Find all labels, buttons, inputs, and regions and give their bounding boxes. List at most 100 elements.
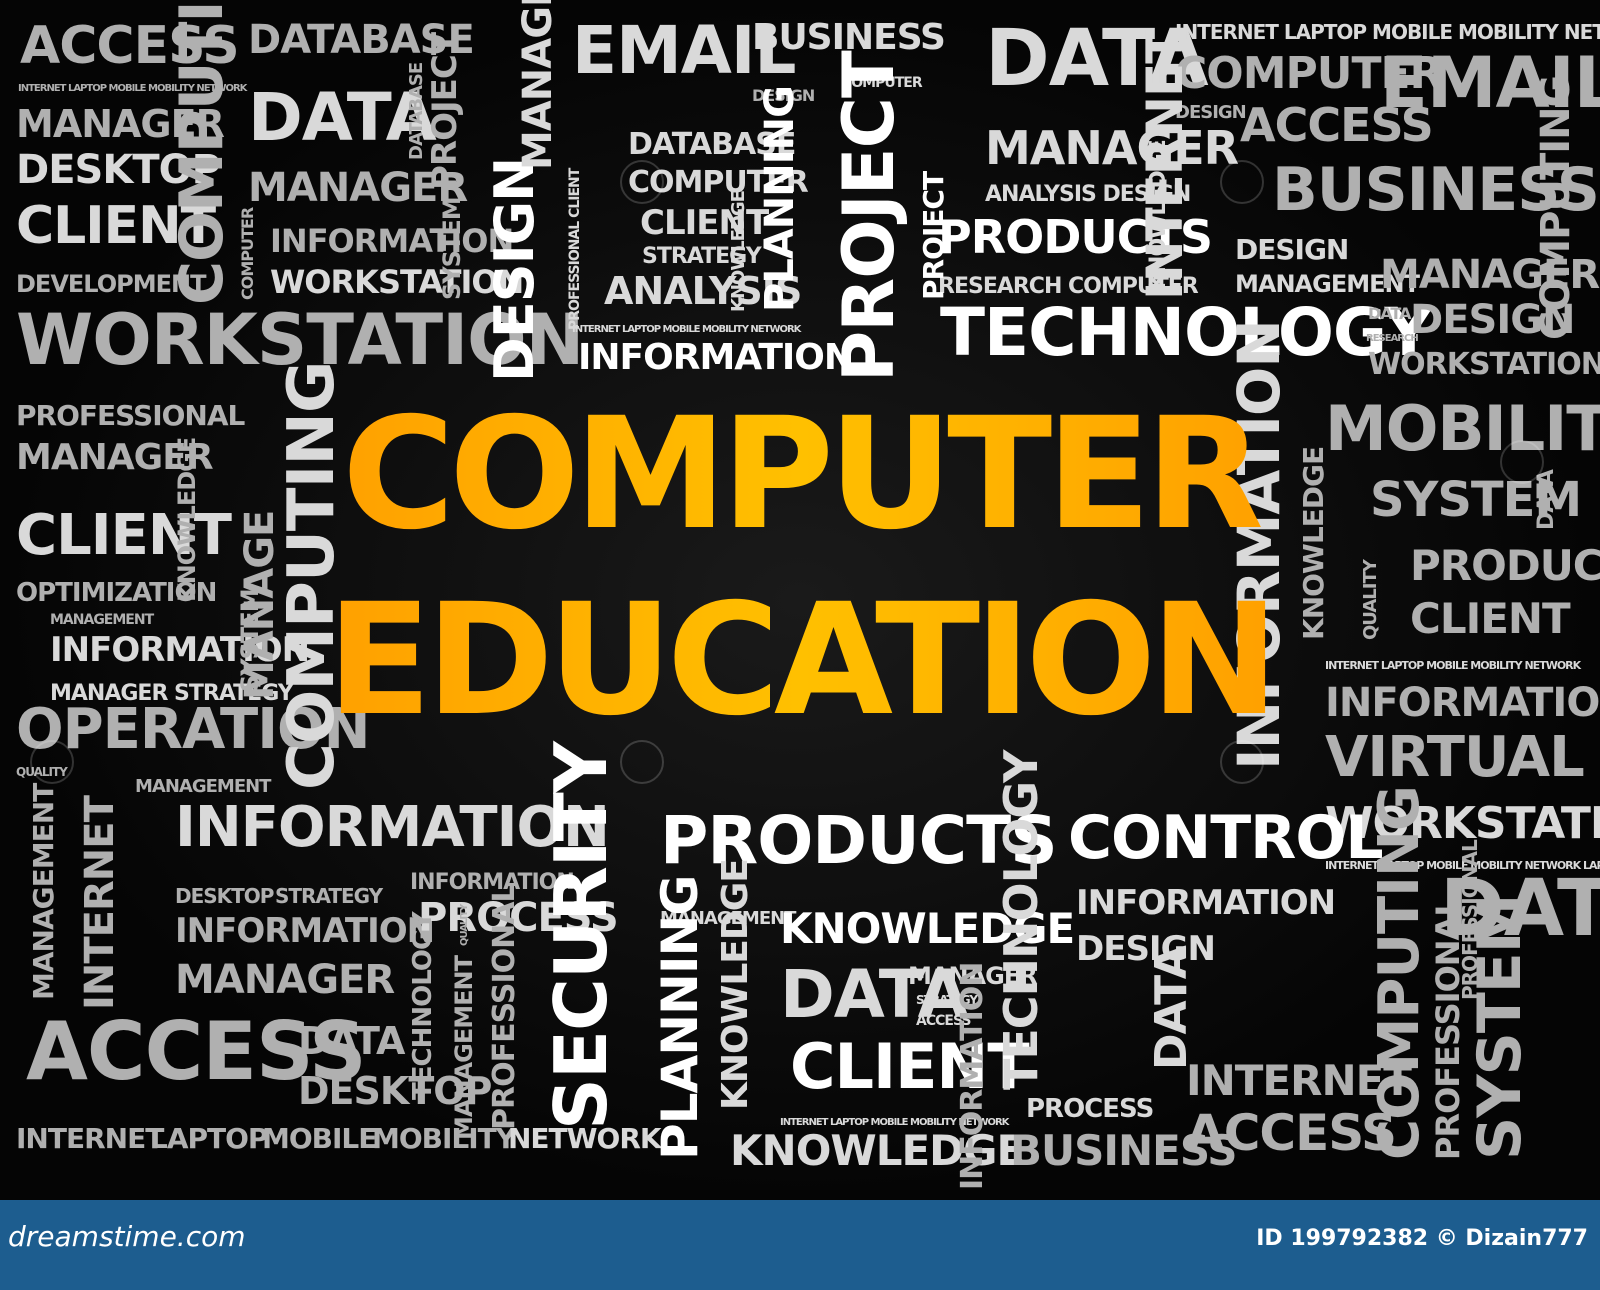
cloud-word: LAPTOP [150, 1122, 268, 1155]
cloud-word: ACCESS [20, 16, 240, 76]
cloud-word: DESIGN [483, 157, 546, 382]
footer-bar: dreamstime.com ID 199792382 © Dizain777 [0, 1200, 1600, 1290]
cloud-word: PROFESSIONAL CLIENT [567, 168, 583, 330]
cloud-word: DATA [248, 79, 437, 156]
cloud-word: ACCESS [1240, 98, 1434, 152]
cloud-word: BUSINESS [1010, 1126, 1237, 1175]
cloud-word: STRATEGY [916, 993, 978, 1007]
cloud-word: DESKTOP [16, 147, 221, 193]
cloud-word: DATA [1146, 946, 1197, 1070]
cloud-word: INTERNET LAPTOP MOBILE MOBILITY NETWORK [1175, 20, 1600, 44]
cloud-word: MANAGER [908, 962, 1038, 990]
cloud-word: CLIENT [1410, 598, 1571, 640]
watermark-icon [620, 740, 664, 784]
cloud-word: DESIGN [752, 86, 815, 105]
cloud-word: PLANNING [757, 86, 803, 312]
cloud-word: INFORMATION [1076, 883, 1336, 923]
cloud-word: DATABASE [248, 17, 475, 63]
cloud-word: ACCESS [916, 1013, 971, 1029]
cloud-word: DATA [1368, 304, 1411, 323]
cloud-word: INTERNET [1136, 30, 1194, 300]
cloud-word: PRODUCTS [938, 210, 1213, 264]
cloud-word: BUSINESS [1272, 155, 1600, 225]
cloud-word: INTERNET [1186, 1056, 1412, 1105]
cloud-word: PRODUCTS [1410, 541, 1600, 590]
watermark-icon [620, 160, 664, 204]
cloud-word: PROFESSIONAL [1458, 840, 1482, 1000]
watermark-icon [1500, 440, 1544, 484]
cloud-word: TECHNOLOGY [940, 294, 1432, 371]
cloud-word: MOBILE [262, 1122, 377, 1155]
cloud-word: PROJECT [828, 51, 910, 382]
cloud-word: PRODUCTS [660, 802, 1058, 879]
cloud-word: RESEARCH COMPUTER [938, 274, 1199, 299]
cloud-word: COMPUTER [842, 75, 923, 91]
cloud-word: MANAGEMENT [50, 613, 154, 627]
watermark-icon [1220, 160, 1264, 204]
cloud-word: MANAGER [175, 957, 395, 1003]
cloud-word: CONTROL [1068, 803, 1384, 873]
cloud-word: DEVELOPMENT [16, 270, 206, 298]
cloud-word: DESIGN [1175, 102, 1247, 123]
cloud-word: MANAGER STRATEGY [50, 683, 294, 705]
cloud-word: DATA [985, 14, 1209, 104]
image-id-credit: ID 199792382 © Dizain777 [1256, 1226, 1588, 1251]
cloud-word: MANAGER [1380, 252, 1600, 298]
cloud-word: ACCESS [1186, 1104, 1397, 1162]
cloud-word: DATABASE [406, 62, 427, 160]
cloud-word: MANAGEMENT [660, 908, 796, 929]
cloud-word: SYSTEM [438, 197, 466, 300]
cloud-word: VIRTUAL [1325, 725, 1585, 790]
cloud-word: WORKSTATION [1368, 347, 1600, 382]
cloud-word: PLANNING [651, 875, 709, 1160]
cloud-word: WORKSTATION [1325, 798, 1600, 849]
cloud-word: COMPUTING [167, 0, 237, 305]
cloud-word: DATA [1440, 864, 1600, 954]
cloud-word: DESIGN [1076, 929, 1216, 969]
cloud-word: STRATEGY [275, 884, 383, 908]
cloud-word: INFORMATION [175, 911, 435, 951]
cloud-word: MOBILITY [372, 1122, 516, 1155]
cloud-word: CLIENT [16, 196, 216, 256]
cloud-word: INFORMATION [578, 337, 854, 378]
cloud-word: INFORMATION [1325, 683, 1600, 723]
headline-line-2: EDUCATION [0, 584, 1600, 738]
cloud-word: DESKTOP [298, 1069, 492, 1113]
cloud-word: EMAIL [1380, 42, 1600, 124]
watermark-icon [30, 740, 74, 784]
cloud-word: WORKSTATION [16, 299, 584, 381]
cloud-word: KNOWLEDGE [715, 859, 756, 1110]
cloud-word: INTERNET [16, 1122, 164, 1155]
cloud-word: CLIENT [790, 1030, 1030, 1103]
cloud-word: COMPUTER [1175, 48, 1443, 99]
cloud-word: INTERNET LAPTOP MOBILE MOBILITY NETWORK … [1325, 859, 1600, 872]
cloud-word: INTERNET LAPTOP MOBILE MOBILITY NETWORK [572, 324, 801, 335]
cloud-word: MANAGEMENT [135, 776, 271, 797]
cloud-word: INTERNET LAPTOP MOBILE MOBILITY NETWORK [1325, 660, 1581, 671]
cloud-word: PROCESS [418, 895, 619, 941]
cloud-word: CLIENT [16, 508, 232, 564]
cloud-word: STRATEGY [642, 244, 762, 269]
cloud-word: INTERNET LAPTOP MOBILE MOBILITY NETWORK [780, 1117, 1009, 1128]
cloud-word: DESIGN [1235, 233, 1349, 266]
cloud-word: MANAGER [16, 440, 214, 476]
cloud-word: COMPUTING [1367, 786, 1432, 1160]
watermark-icon [1220, 740, 1264, 784]
cloud-word: TECHNOLOGY [994, 750, 1048, 1091]
cloud-word: BUSINESS [752, 17, 946, 58]
cloud-word: INFORMATION [410, 870, 575, 895]
cloud-word: KNOWLEDGE [730, 1126, 1025, 1175]
cloud-word: INTERNET LAPTOP MOBILE MOBILITY NETWORK [18, 83, 247, 94]
cloud-word: OPERATION [16, 702, 371, 758]
cloud-word: DESKTOP [175, 884, 274, 908]
cloud-word: INFORMATION [50, 633, 310, 667]
cloud-word: PROCESS [1026, 1094, 1154, 1124]
cloud-word: COMPUTER [238, 207, 257, 300]
cloud-word: MANAGER [16, 102, 225, 146]
cloud-word: WORKSTATION [270, 263, 524, 301]
cloud-word: DATA [298, 1019, 405, 1063]
cloud-word: MANAGER [248, 165, 468, 211]
cloud-word: QUALITY [459, 904, 470, 946]
cloud-word: RESEARCH [1366, 333, 1419, 344]
